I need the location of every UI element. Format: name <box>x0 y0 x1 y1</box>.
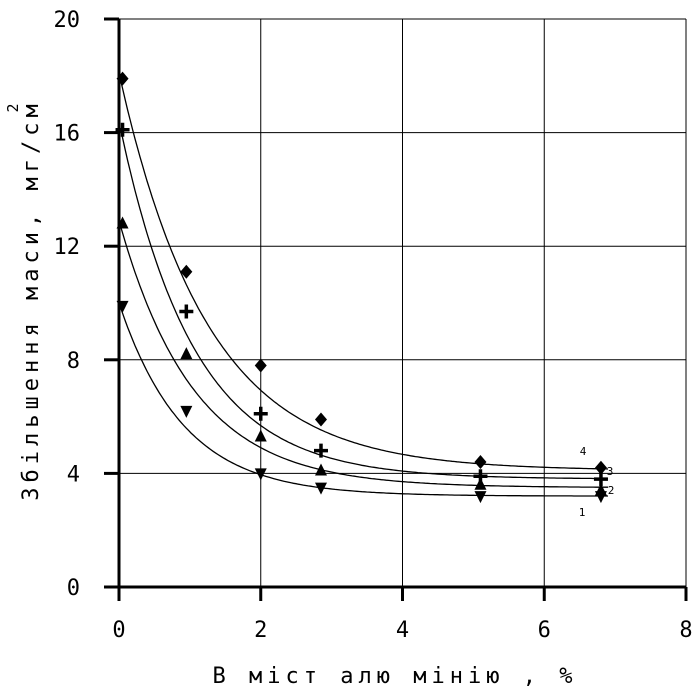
y-tick-label: 16 <box>54 122 81 147</box>
y-tick-label: 20 <box>54 8 81 33</box>
data-point <box>314 412 327 427</box>
series-curve-4 <box>119 79 609 470</box>
x-tick-label: 0 <box>112 618 125 643</box>
data-point <box>254 429 267 442</box>
y-tick-label: 0 <box>67 576 80 601</box>
data-point <box>180 347 193 360</box>
series-curves <box>119 79 609 497</box>
series-curve-3 <box>119 127 608 480</box>
data-point <box>116 71 129 86</box>
data-point <box>180 264 193 279</box>
series-markers <box>115 71 608 504</box>
data-point <box>474 455 487 470</box>
y-axis-title: Збільшення маси, мг/см <box>19 99 44 500</box>
data-point <box>254 358 267 373</box>
y-tick-label: 12 <box>54 235 81 260</box>
data-point <box>314 463 327 476</box>
series-label-1: 1 <box>579 506 586 519</box>
x-axis-title: В міст алю мінію , % <box>213 664 578 689</box>
grid <box>119 18 687 587</box>
data-point <box>115 122 130 137</box>
data-point <box>253 406 268 421</box>
data-point <box>116 300 129 313</box>
data-point <box>594 483 607 496</box>
data-point <box>179 304 194 319</box>
series-label-3: 3 <box>607 465 614 478</box>
data-point <box>254 468 267 481</box>
series-label-4: 4 <box>580 445 587 458</box>
y-axis-title-superscript: 2 <box>4 103 22 112</box>
series-curve-1 <box>119 306 608 497</box>
data-point <box>594 460 607 475</box>
data-point <box>313 443 328 458</box>
data-point <box>116 216 129 229</box>
series-curve-2 <box>119 225 608 488</box>
x-tick-label: 2 <box>254 618 267 643</box>
data-point <box>474 491 487 504</box>
data-point <box>474 477 487 490</box>
data-point <box>473 469 488 484</box>
data-point <box>314 482 327 495</box>
x-tick-label: 4 <box>396 618 409 643</box>
series-label-2: 2 <box>608 484 615 497</box>
y-tick-label: 8 <box>67 349 80 374</box>
x-tick-label: 8 <box>679 618 692 643</box>
data-point <box>180 405 193 418</box>
y-axis-title-group: Збільшення маси, мг/см <box>19 99 44 500</box>
y-tick-label: 4 <box>67 462 80 487</box>
x-tick-label: 6 <box>538 618 551 643</box>
